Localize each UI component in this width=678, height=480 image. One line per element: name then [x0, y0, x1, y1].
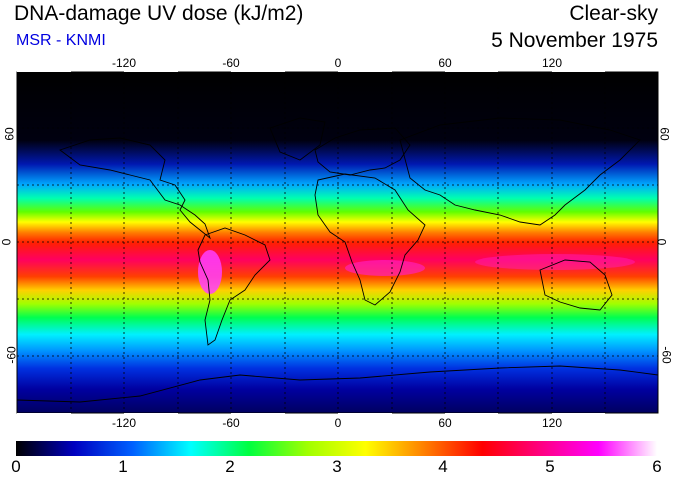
- colorbar-label: 0: [11, 457, 21, 476]
- map-title: DNA-damage UV dose (kJ/m2): [14, 2, 304, 25]
- lon-tick-bottom: 120: [541, 416, 563, 430]
- uv-field: [17, 72, 658, 413]
- lon-tick-top: 120: [541, 56, 563, 70]
- coast-australia: [539, 259, 613, 311]
- colorbar: [16, 441, 657, 456]
- coast-africa: [314, 173, 426, 306]
- lon-tick-top: -120: [111, 56, 137, 70]
- colorbar-label: 1: [118, 457, 128, 476]
- lon-tick-top: -60: [222, 56, 240, 70]
- frame-ticks: [17, 70, 605, 415]
- coastlines: [16, 117, 659, 403]
- colorbar-label: 5: [545, 457, 555, 476]
- lat-tick-right: -60: [659, 346, 674, 364]
- coast-greenland: [269, 117, 326, 161]
- lat-tick-left: 0: [0, 238, 14, 246]
- coast-europe: [314, 127, 411, 176]
- lat-tick-left: -60: [4, 346, 19, 364]
- lon-tick-bottom: 0: [334, 416, 342, 430]
- lon-tick-bottom: -60: [222, 416, 240, 430]
- hotspot-pacific: [475, 254, 635, 270]
- lon-tick-bottom: -120: [111, 416, 137, 430]
- lat-tick-right: 0: [654, 238, 669, 246]
- coast-antarctica: [16, 365, 659, 403]
- gridlines: [17, 72, 658, 413]
- lat-tick-left: 60: [2, 127, 17, 141]
- lon-tick-top: 60: [438, 56, 452, 70]
- uv-dose-map: [16, 70, 659, 415]
- colorbar-label: 2: [225, 457, 235, 476]
- map-frame: [16, 71, 659, 414]
- credit-label: MSR - KNMI: [16, 32, 106, 49]
- lon-tick-top: 0: [334, 56, 342, 70]
- colorbar-label: 6: [652, 457, 662, 476]
- colorbar-label: 3: [332, 457, 342, 476]
- coast-asia: [399, 117, 641, 226]
- hotspot-africa: [345, 260, 425, 276]
- hotspot-andes: [198, 250, 222, 294]
- coast-north-america: [59, 137, 211, 240]
- colorbar-label: 4: [438, 457, 448, 476]
- lat-tick-right: 60: [657, 127, 672, 141]
- lon-tick-bottom: 60: [438, 416, 452, 430]
- date-label: 5 November 1975: [491, 29, 658, 52]
- sky-condition-label: Clear-sky: [569, 2, 658, 25]
